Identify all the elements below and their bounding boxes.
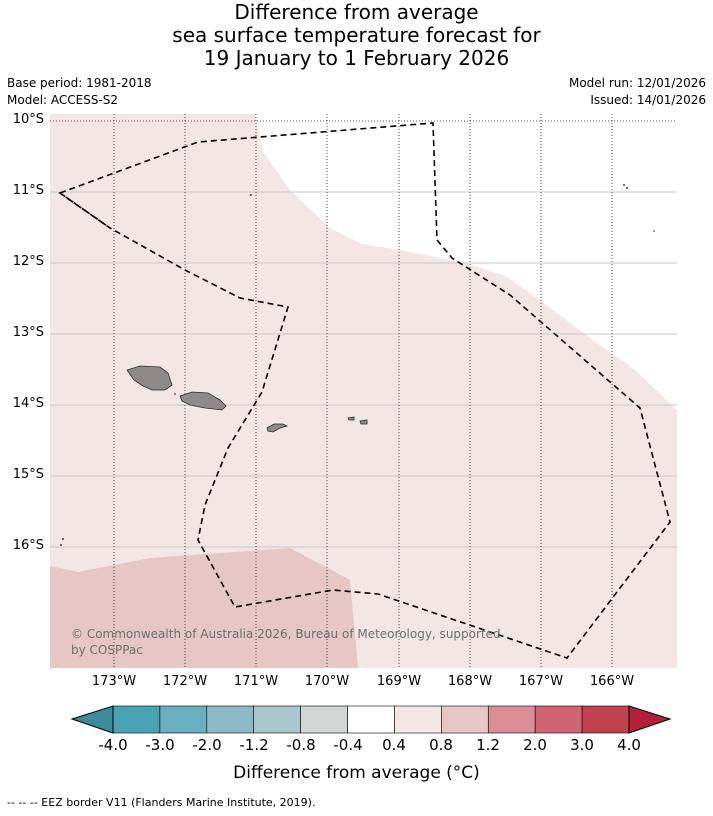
eez-footnote: -- -- -- EEZ border V11 (Flanders Marine… bbox=[7, 796, 316, 809]
lon-label-171w: 171°W bbox=[233, 674, 279, 689]
copyright-line-1: © Commonwealth of Australia 2026, Bureau… bbox=[71, 627, 501, 641]
aunuu-island bbox=[347, 416, 355, 421]
colorbar-label: Difference from average (°C) bbox=[233, 763, 480, 783]
title-line-1: Difference from average bbox=[234, 0, 479, 24]
colorbar-swatch bbox=[206, 705, 255, 734]
title-line-2: sea surface temperature forecast for bbox=[172, 23, 541, 47]
colorbar-swatch bbox=[487, 705, 536, 734]
colorbar-tick: -4.0 bbox=[98, 736, 128, 754]
lon-label-173w: 173°W bbox=[91, 674, 137, 689]
colorbar-tick: -1.2 bbox=[239, 736, 269, 754]
model-name: Model: ACCESS-S2 bbox=[7, 93, 119, 107]
copyright-notice: © Commonwealth of Australia 2026, Bureau… bbox=[71, 626, 501, 658]
colorbar bbox=[70, 705, 672, 734]
colorbar-swatch bbox=[347, 705, 395, 734]
colorbar-swatch bbox=[159, 705, 208, 734]
eez-border-samoa-west bbox=[59, 192, 111, 229]
upolu-island bbox=[179, 391, 227, 411]
lon-label-168w: 168°W bbox=[447, 674, 493, 689]
savaii-island bbox=[126, 365, 173, 391]
colorbar-swatch bbox=[112, 705, 161, 734]
lat-label-13s: 13°S bbox=[12, 325, 44, 340]
tutuila-island bbox=[266, 423, 289, 433]
colorbar-tick: 2.0 bbox=[523, 736, 547, 754]
base-period: Base period: 1981-2018 bbox=[7, 76, 152, 90]
colorbar-swatch bbox=[581, 705, 630, 734]
colorbar-swatch bbox=[300, 705, 348, 734]
colorbar-tick: 4.0 bbox=[617, 736, 641, 754]
colorbar-tick: -2.0 bbox=[192, 736, 222, 754]
lon-label-166w: 166°W bbox=[589, 674, 635, 689]
title-line-3: 19 January to 1 February 2026 bbox=[203, 46, 510, 70]
lon-label-167w: 167°W bbox=[518, 674, 564, 689]
issued-date: Issued: 14/01/2026 bbox=[590, 93, 706, 107]
colorbar-tick: -0.8 bbox=[286, 736, 316, 754]
lat-label-12s: 12°S bbox=[12, 254, 44, 269]
anomaly-region-light bbox=[50, 114, 677, 668]
colorbar-tick: 0.8 bbox=[429, 736, 453, 754]
colorbar-swatch bbox=[394, 705, 442, 734]
lon-label-172w: 172°W bbox=[162, 674, 208, 689]
model-run: Model run: 12/01/2026 bbox=[568, 76, 706, 90]
colorbar-left-arrow bbox=[70, 705, 114, 734]
lat-label-16s: 16°S bbox=[12, 538, 44, 553]
lon-label-170w: 170°W bbox=[304, 674, 350, 689]
colorbar-tick: -0.4 bbox=[333, 736, 363, 754]
colorbar-swatch bbox=[441, 705, 489, 734]
land-masses bbox=[126, 365, 368, 433]
latitude-gridlines bbox=[50, 191, 677, 548]
colorbar-swatch bbox=[534, 705, 583, 734]
lat-label-15s: 15°S bbox=[12, 467, 44, 482]
small-islets bbox=[60, 184, 655, 546]
lon-label-169w: 169°W bbox=[376, 674, 422, 689]
longitude-gridlines bbox=[113, 114, 613, 668]
ofu-island bbox=[359, 419, 368, 425]
colorbar-tick: -3.0 bbox=[145, 736, 175, 754]
colorbar-right-arrow bbox=[628, 705, 672, 734]
colorbar-swatch bbox=[253, 705, 301, 734]
lat-label-10s: 10°S bbox=[12, 112, 44, 127]
anomaly-region-medium bbox=[50, 548, 358, 668]
colorbar-tick: 1.2 bbox=[476, 736, 500, 754]
colorbar-tick: 3.0 bbox=[570, 736, 594, 754]
colorbar-tick: 0.4 bbox=[382, 736, 406, 754]
lat-label-14s: 14°S bbox=[12, 396, 44, 411]
lat-label-11s: 11°S bbox=[12, 183, 44, 198]
copyright-line-2: by COSPPac bbox=[71, 643, 143, 657]
